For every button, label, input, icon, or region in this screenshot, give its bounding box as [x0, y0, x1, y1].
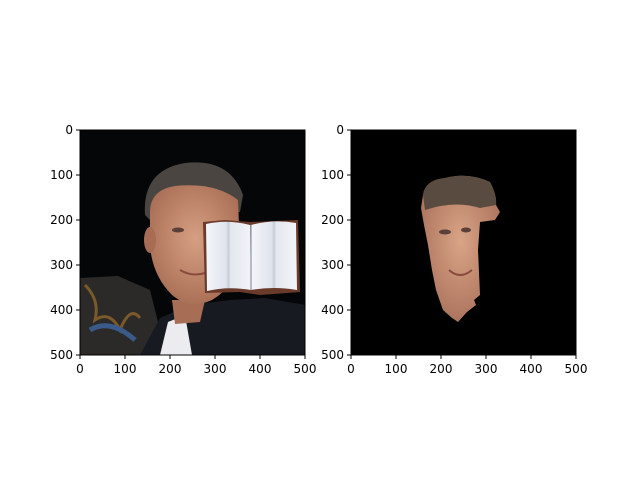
- right-x-tick-label: 400: [520, 362, 543, 376]
- right-y-tick-label: 0: [336, 123, 344, 137]
- left-y-tick-label: 200: [50, 213, 73, 227]
- left-y-tick-label: 0: [65, 123, 73, 137]
- right-x-tick-label: 0: [347, 362, 355, 376]
- right-y-tick-label: 400: [321, 303, 344, 317]
- right-x-tick-label: 300: [475, 362, 498, 376]
- face-photo-icon: [80, 130, 305, 355]
- left-image-panel: [79, 129, 306, 356]
- right-y-tick-label: 300: [321, 258, 344, 272]
- right-x-tick-label: 200: [430, 362, 453, 376]
- left-x-tick-label: 500: [294, 362, 317, 376]
- left-x-tick-label: 200: [159, 362, 182, 376]
- right-axes-frame: [350, 129, 577, 356]
- left-axes-frame: [79, 129, 306, 356]
- left-y-tick-label: 400: [50, 303, 73, 317]
- right-x-tick-label: 100: [385, 362, 408, 376]
- segmented-face-icon: [351, 130, 576, 355]
- book-occluder-icon: [203, 220, 300, 295]
- left-x-tick-label: 0: [76, 362, 84, 376]
- left-y-tick-label: 100: [50, 168, 73, 182]
- left-x-tick-label: 300: [204, 362, 227, 376]
- right-x-tick-label: 500: [565, 362, 588, 376]
- left-y-tick-label: 500: [50, 348, 73, 362]
- right-y-tick-label: 500: [321, 348, 344, 362]
- right-image-panel: [350, 129, 577, 356]
- right-y-tick-label: 200: [321, 213, 344, 227]
- left-x-tick-label: 400: [249, 362, 272, 376]
- right-y-tick-label: 100: [321, 168, 344, 182]
- left-y-tick-label: 300: [50, 258, 73, 272]
- left-x-tick-label: 100: [114, 362, 137, 376]
